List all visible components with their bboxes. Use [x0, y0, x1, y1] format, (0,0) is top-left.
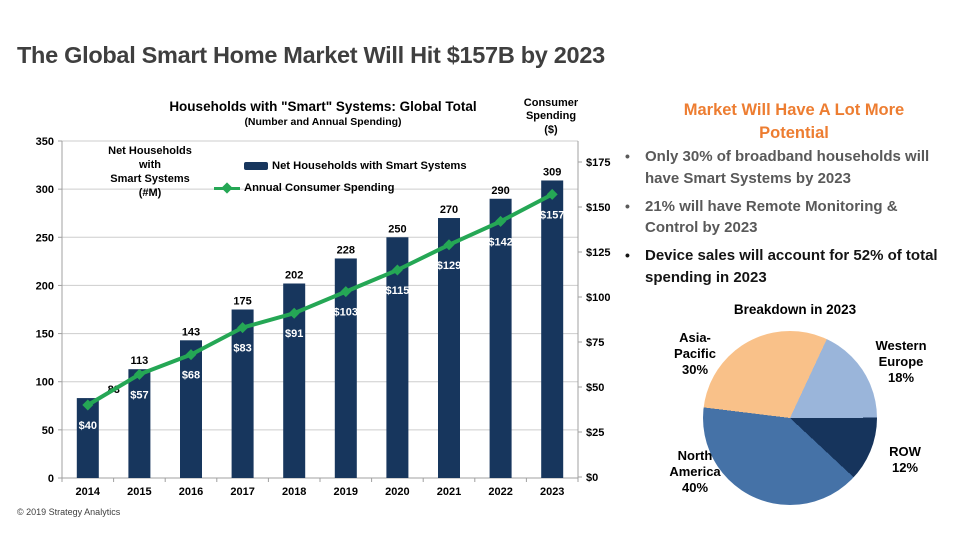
right-axis-tick-label: $125 [586, 247, 610, 259]
x-axis-label: 2018 [282, 486, 306, 498]
spending-line [86, 192, 554, 407]
left-axis-tick-label: 200 [36, 280, 54, 292]
pie-chart [703, 331, 877, 505]
bar-swatch-icon [244, 162, 268, 170]
diamond-marker [391, 264, 403, 276]
bar-2019 [334, 258, 357, 478]
legend-label: Annual Consumer Spending [244, 182, 395, 194]
bar-value-label: 202 [285, 270, 303, 282]
copyright-text: © 2019 Strategy Analytics [17, 507, 121, 517]
pie-label-western-europe: Western Europe 18% [875, 338, 927, 385]
diamond-marker [495, 215, 507, 227]
right-axis-title: Consumer Spending ($) [523, 97, 579, 136]
x-axis-label: 2020 [385, 486, 409, 498]
diamond-marker [185, 349, 197, 361]
pie-label-asia-pacific: Asia- Pacific 30% [674, 330, 716, 377]
left-axis-tick-label: 250 [36, 232, 54, 244]
diamond-marker [82, 399, 94, 411]
right-axis-tick-label: $0 [586, 472, 598, 484]
line-value-label: $115 [385, 285, 409, 297]
x-axis-label: 2022 [488, 486, 512, 498]
right-axis-tick-label: $50 [586, 382, 604, 394]
panel-heading: Market Will Have A Lot More Potential [683, 101, 905, 142]
line-value-label: $40 [79, 420, 97, 432]
chart-title: Households with "Smart" Systems: Global … [169, 99, 477, 114]
x-axis-label: 2023 [540, 486, 564, 498]
x-axis-label: 2021 [437, 486, 461, 498]
bar-2023 [541, 180, 564, 478]
bar-2020 [386, 237, 409, 478]
right-axis-tick-label: $100 [586, 292, 610, 304]
line-value-label: $57 [130, 389, 148, 401]
legend-label: Net Households with Smart Systems [272, 160, 467, 172]
bar-value-label: 250 [388, 223, 406, 235]
bar-value-label: 270 [440, 204, 458, 216]
bar-2015 [128, 369, 151, 478]
bar-value-label: 143 [182, 326, 200, 338]
left-axis-tick-label: 100 [36, 377, 54, 389]
line-value-label: $157 [540, 209, 564, 221]
right-axis-tick-label: $150 [586, 202, 610, 214]
right-axis-tick-label: $175 [586, 157, 610, 169]
legend-item-spending: Annual Consumer Spending [214, 182, 394, 194]
bullet-item: Only 30% of broadband households will ha… [622, 146, 952, 190]
legend-item-households: Net Households with Smart Systems [244, 160, 467, 172]
line-value-label: $129 [437, 260, 461, 272]
diamond-marker [443, 239, 455, 251]
left-axis-tick-label: 50 [42, 425, 54, 437]
line-value-label: $91 [285, 328, 303, 340]
bullet-item: 21% will have Remote Monitoring & Contro… [622, 196, 952, 240]
right-axis-tick-label: $25 [586, 427, 604, 439]
bar-value-label: 113 [131, 355, 149, 367]
left-axis-tick-label: 150 [36, 329, 54, 341]
diamond-marker [340, 286, 352, 298]
left-axis-title: Net Households with Smart Systems (#M) [108, 145, 192, 200]
households-chart: 350 300 250 200 150 100 50 0 $175 $150 $125 $100 $75… [8, 92, 648, 516]
x-axis-label: 2016 [179, 486, 203, 498]
bar-value-label: 175 [233, 296, 251, 308]
x-axis-label: 2019 [334, 486, 358, 498]
line-value-label: $142 [488, 236, 512, 248]
bar-2018 [283, 283, 306, 478]
bar-value-label: 228 [337, 244, 355, 256]
pie-label-north-america: North America 40% [669, 448, 721, 495]
left-axis-tick-label: 300 [36, 184, 54, 196]
bullet-list: Only 30% of broadband households will ha… [622, 146, 952, 295]
line-value-label: $103 [334, 307, 358, 319]
bar-value-label: 309 [543, 166, 561, 178]
pie-title: Breakdown in 2023 [733, 302, 857, 317]
line-diamond-swatch-icon [214, 186, 240, 190]
chart-subtitle: (Number and Annual Spending) [244, 116, 402, 128]
bar-line-plot: 350 300 250 200 150 100 50 0 $175 $150 $125 $100 $75… [36, 136, 611, 498]
diamond-marker [133, 368, 145, 380]
bar-2021 [438, 218, 460, 478]
x-axis-label: 2017 [230, 486, 254, 498]
left-axis-tick-label: 350 [36, 136, 54, 148]
bar-2022 [489, 198, 512, 478]
left-axis-tick-label: 0 [48, 473, 54, 485]
diamond-marker [237, 322, 249, 334]
bullet-item: Device sales will account for 52% of tot… [622, 245, 952, 289]
pie-label-row: ROW 12% [889, 444, 921, 475]
bar-2016 [180, 340, 202, 478]
bar-2017 [231, 309, 254, 478]
bar-2014 [76, 398, 99, 478]
line-value-label: $68 [182, 370, 200, 382]
diamond-marker [288, 307, 300, 319]
line-value-label: $83 [233, 343, 251, 355]
right-axis-tick-label: $75 [586, 337, 604, 349]
page-title: The Global Smart Home Market Will Hit $1… [17, 42, 605, 68]
diamond-marker [546, 188, 558, 200]
x-axis-label: 2014 [76, 486, 101, 498]
x-axis-label: 2015 [127, 486, 151, 498]
bar-value-label: 290 [491, 185, 509, 197]
